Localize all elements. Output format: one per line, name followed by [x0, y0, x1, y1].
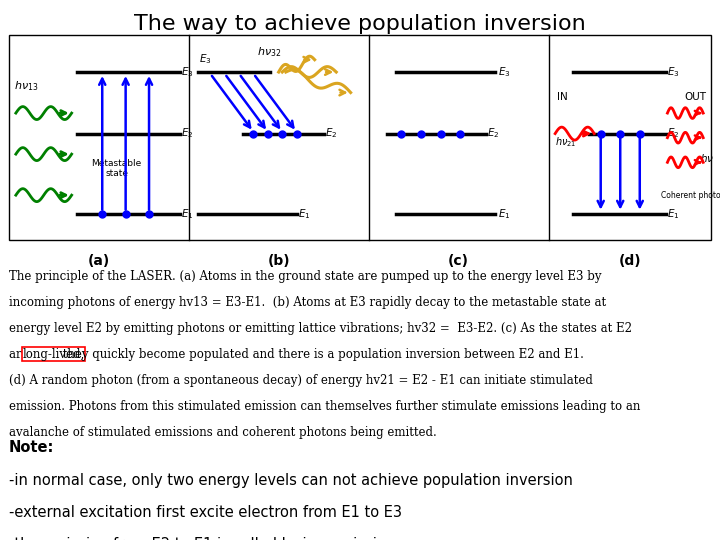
Text: Note:: Note:: [9, 440, 54, 455]
Text: $E_1$: $E_1$: [299, 207, 311, 220]
Text: $E_2$: $E_2$: [325, 127, 338, 140]
Text: $E_1$: $E_1$: [667, 207, 680, 220]
Text: $E_1$: $E_1$: [181, 207, 194, 220]
Text: $E_3$: $E_3$: [667, 65, 680, 79]
Text: are: are: [9, 348, 32, 361]
Text: The principle of the LASER. (a) Atoms in the ground state are pumped up to the e: The principle of the LASER. (a) Atoms in…: [9, 270, 601, 283]
Text: (b): (b): [267, 254, 290, 268]
Text: energy level E2 by emitting photons or emitting lattice vibrations; hv32 =  E3-E: energy level E2 by emitting photons or e…: [9, 322, 631, 335]
Text: IN: IN: [557, 92, 567, 102]
Text: (c): (c): [448, 254, 469, 268]
Text: long-lived,: long-lived,: [22, 348, 84, 361]
Text: Coherent photons: Coherent photons: [661, 191, 720, 200]
Text: (a): (a): [88, 254, 109, 268]
Text: Metastable
state: Metastable state: [91, 159, 142, 178]
Text: (d): (d): [618, 254, 642, 268]
Text: OUT: OUT: [684, 92, 706, 102]
Text: $E_3$: $E_3$: [181, 65, 194, 79]
Text: The way to achieve population inversion: The way to achieve population inversion: [134, 14, 586, 33]
Text: -the emission from E2 to E1 is called lasing emission: -the emission from E2 to E1 is called la…: [9, 537, 395, 540]
Text: $h\nu_{21}$: $h\nu_{21}$: [555, 135, 577, 148]
Text: $E_3$: $E_3$: [199, 52, 212, 65]
Text: emission. Photons from this stimulated emission can themselves further stimulate: emission. Photons from this stimulated e…: [9, 400, 640, 413]
Text: $h\nu_{32}$: $h\nu_{32}$: [258, 45, 282, 59]
Bar: [9, 35, 711, 240]
Text: avalanche of stimulated emissions and coherent photons being emitted.: avalanche of stimulated emissions and co…: [9, 426, 436, 438]
Text: -external excitation first excite electron from E1 to E3: -external excitation first excite electr…: [9, 505, 402, 520]
Text: they quickly become populated and there is a population inversion between E2 and: they quickly become populated and there …: [60, 348, 584, 361]
Text: $h\nu$: $h\nu$: [700, 152, 714, 164]
Text: $E_2$: $E_2$: [487, 127, 500, 140]
Text: $E_2$: $E_2$: [181, 127, 194, 140]
Text: $E_3$: $E_3$: [498, 65, 511, 79]
Text: $E_2$: $E_2$: [667, 127, 680, 140]
Text: $E_1$: $E_1$: [498, 207, 510, 220]
Text: (d) A random photon (from a spontaneous decay) of energy hv21 = E2 - E1 can init: (d) A random photon (from a spontaneous …: [9, 374, 593, 387]
Text: -in normal case, only two energy levels can not achieve population inversion: -in normal case, only two energy levels …: [9, 472, 572, 488]
Text: $h\nu_{13}$: $h\nu_{13}$: [14, 79, 38, 93]
Text: incoming photons of energy hv13 = E3-E1.  (b) Atoms at E3 rapidly decay to the m: incoming photons of energy hv13 = E3-E1.…: [9, 296, 606, 309]
